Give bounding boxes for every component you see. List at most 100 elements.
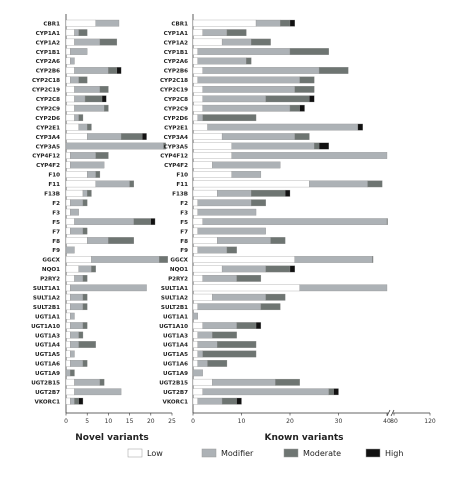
novel-bar-low: [65, 123, 79, 131]
novel-bar-moderate: [74, 397, 79, 405]
known-category-label: F5: [180, 220, 188, 226]
novel-category-label: CYP2C9: [36, 106, 60, 112]
novel-bar-modifier: [70, 76, 79, 84]
novel-category-label: CYP2C8: [36, 97, 60, 103]
novel-bar-moderate: [78, 76, 88, 84]
novel-bar-modifier: [70, 360, 84, 367]
known-category-label: F8: [180, 239, 188, 245]
known-bar-high: [289, 265, 295, 273]
known-bar-moderate: [251, 38, 271, 46]
novel-bar-moderate: [108, 67, 118, 74]
novel-bar-low: [65, 341, 71, 348]
novel-bar-modifier: [70, 48, 88, 55]
known-category-label: UGT1A5: [163, 352, 188, 358]
known-bar-moderate: [221, 397, 237, 405]
novel-category-label: F9: [52, 248, 60, 254]
novel-bar-modifier: [78, 123, 88, 131]
novel-bar-low: [65, 303, 71, 311]
novel-bar-moderate: [87, 189, 92, 197]
novel-bar-low: [65, 388, 75, 396]
known-category-label: F3: [180, 210, 188, 216]
novel-bar-moderate: [82, 274, 88, 282]
novel-bar-modifier: [74, 38, 101, 46]
novel-category-label: UGT1A9: [35, 371, 60, 377]
known-bar-modifier: [255, 19, 281, 27]
novel-bar-moderate: [104, 104, 109, 112]
novel-bar-modifier: [82, 189, 88, 197]
novel-bar-modifier: [87, 171, 96, 178]
novel-bar-moderate: [99, 38, 118, 46]
known-category-label: CYP3A5: [164, 144, 188, 150]
novel-bar-modifier: [70, 331, 79, 339]
novel-bar-modifier: [70, 303, 84, 311]
novel-category-label: CYP4F2: [36, 163, 60, 169]
known-bar-modifier: [197, 57, 247, 65]
known-bar-moderate: [217, 341, 257, 348]
novel-x-axis-title: Novel variants: [75, 433, 149, 443]
known-bar-low: [192, 19, 257, 27]
novel-category-label: F8: [52, 239, 60, 245]
known-bar-modifier: [221, 38, 252, 46]
known-bar-high: [299, 104, 305, 112]
known-bar-modifier: [202, 322, 237, 329]
novel-bar-high: [101, 95, 107, 103]
known-bar-low: [192, 95, 203, 103]
legend-swatch-low: [127, 448, 143, 458]
novel-bar-moderate: [163, 142, 166, 150]
known-axis-break-mark: [386, 409, 391, 417]
novel-bar-moderate: [87, 123, 92, 131]
known-bar-low: [192, 29, 203, 37]
legend-label-moderate: Moderate: [303, 449, 341, 458]
known-bar-modifier: [231, 152, 388, 159]
known-category-label: F11: [176, 182, 188, 188]
novel-bar-low: [65, 227, 71, 235]
known-bar-modifier: [197, 246, 228, 254]
novel-category-label: SULT1A2: [33, 295, 60, 301]
known-bar-low: [192, 265, 223, 273]
known-category-label: CYP2C9: [164, 106, 188, 112]
novel-x-tick-label: 0: [64, 418, 68, 425]
novel-bar-modifier: [70, 397, 75, 405]
known-bar-moderate: [294, 86, 315, 93]
known-category-label: F9: [180, 248, 188, 254]
novel-category-label: CYP2D6: [35, 116, 60, 122]
known-category-label: F10: [176, 173, 188, 179]
novel-bar-modifier: [95, 180, 130, 188]
known-axis-break-mark: [390, 409, 395, 417]
known-category-label: CYP1A1: [164, 31, 188, 37]
novel-bar-modifier: [74, 218, 134, 225]
known-bar-modifier: [192, 312, 198, 320]
known-bar-modifier: [197, 303, 262, 311]
known-bar-moderate: [294, 133, 310, 140]
known-category-label: CYP2C19: [160, 88, 188, 94]
known-bar-moderate: [265, 293, 286, 301]
novel-bar-low: [65, 67, 75, 74]
novel-bar-moderate: [82, 293, 88, 301]
novel-bar-moderate: [78, 341, 96, 348]
known-bar-moderate: [314, 142, 320, 150]
novel-bar-modifier: [70, 152, 96, 159]
novel-category-label: CYP2A6: [36, 59, 60, 65]
known-bar-modifier: [217, 237, 271, 244]
known-bar-low: [192, 322, 203, 329]
novel-bar-modifier: [70, 57, 75, 65]
known-category-label: F13B: [172, 192, 188, 198]
known-bar-moderate: [251, 189, 286, 197]
novel-bar-high: [116, 67, 122, 74]
known-bar-low: [192, 274, 203, 282]
novel-bar-low: [65, 171, 88, 178]
novel-bar-moderate: [82, 303, 88, 311]
novel-bar-modifier: [70, 322, 84, 329]
novel-category-label: CYP4F12: [32, 154, 60, 160]
known-bar-moderate: [265, 95, 310, 103]
known-bar-modifier: [197, 208, 257, 216]
known-bar-moderate: [212, 331, 237, 339]
novel-bar-moderate: [84, 95, 103, 103]
known-bar-modifier: [197, 227, 266, 235]
novel-bar-low: [65, 180, 96, 188]
known-category-label: SULT2B1: [161, 305, 188, 311]
known-bar-modifier: [221, 133, 296, 140]
novel-bar-modifier: [91, 256, 160, 263]
known-bar-modifier: [231, 171, 262, 178]
novel-bar-low: [65, 86, 75, 93]
